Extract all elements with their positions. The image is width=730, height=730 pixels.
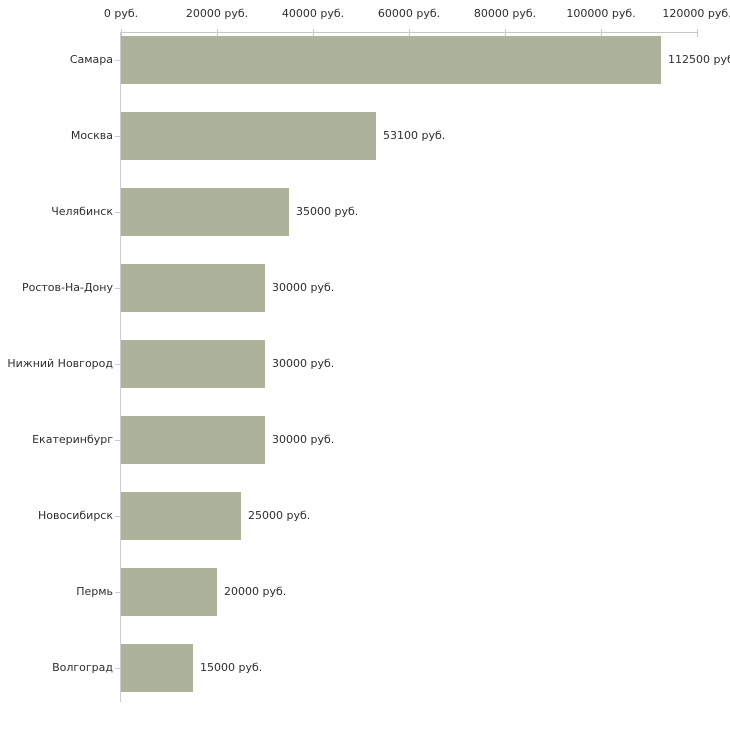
y-axis-tick <box>115 288 120 289</box>
y-axis-tick <box>115 60 120 61</box>
x-axis-tick <box>409 29 410 37</box>
y-axis-tick <box>115 212 120 213</box>
x-axis-tick <box>121 29 122 37</box>
value-label: 25000 руб. <box>248 509 311 522</box>
category-label: Москва <box>70 129 113 142</box>
bar <box>121 264 265 312</box>
category-label: Волгоград <box>52 661 113 674</box>
x-axis-tick-label: 0 руб. <box>103 7 139 20</box>
category-label: Екатеринбург <box>32 433 113 446</box>
value-label: 35000 руб. <box>296 205 359 218</box>
x-axis-tick-label: 60000 руб. <box>377 7 441 20</box>
y-axis-tick <box>115 516 120 517</box>
bar <box>121 36 661 84</box>
x-axis-tick-label: 20000 руб. <box>185 7 249 20</box>
value-label: 53100 руб. <box>383 129 446 142</box>
category-label: Челябинск <box>51 205 113 218</box>
bar <box>121 568 217 616</box>
y-axis-line <box>120 32 121 702</box>
x-axis-tick-label: 100000 руб. <box>566 7 636 20</box>
value-label: 15000 руб. <box>200 661 263 674</box>
category-label: Пермь <box>76 585 113 598</box>
value-label: 20000 руб. <box>224 585 287 598</box>
x-axis-tick <box>505 29 506 37</box>
x-axis-tick <box>601 29 602 37</box>
x-axis-tick-label: 120000 руб. <box>662 7 730 20</box>
x-axis-tick-label: 40000 руб. <box>281 7 345 20</box>
x-axis-tick <box>217 29 218 37</box>
category-label: Нижний Новгород <box>7 357 113 370</box>
value-label: 30000 руб. <box>272 281 335 294</box>
category-label: Новосибирск <box>37 509 113 522</box>
value-label: 112500 руб. <box>668 53 730 66</box>
y-axis-tick <box>115 136 120 137</box>
x-axis-tick <box>697 29 698 37</box>
y-axis-tick <box>115 364 120 365</box>
y-axis-tick <box>115 592 120 593</box>
y-axis-tick <box>115 440 120 441</box>
value-label: 30000 руб. <box>272 357 335 370</box>
y-axis-tick <box>115 668 120 669</box>
x-axis-tick <box>313 29 314 37</box>
bar <box>121 492 241 540</box>
category-label: Самара <box>69 53 113 66</box>
value-label: 30000 руб. <box>272 433 335 446</box>
x-axis-tick-label: 80000 руб. <box>473 7 537 20</box>
bar <box>121 644 193 692</box>
category-label: Ростов-На-Дону <box>21 281 113 294</box>
bar <box>121 188 289 236</box>
bar <box>121 340 265 388</box>
bar <box>121 416 265 464</box>
bar <box>121 112 376 160</box>
